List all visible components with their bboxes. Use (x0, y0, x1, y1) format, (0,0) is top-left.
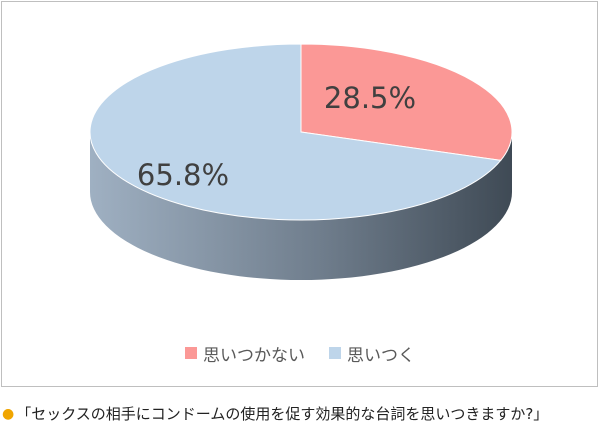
legend-label-not-thought: 思いつかない (203, 345, 305, 366)
pie-slice-thought (89, 43, 502, 221)
legend-label-thought: 思いつく (347, 345, 415, 366)
pie-slice-not-thought (300, 43, 513, 161)
data-label-not-thought: 28.5% (324, 81, 416, 115)
legend-swatch-not-thought (185, 347, 197, 359)
legend-swatch-thought (329, 347, 341, 359)
legend: 思いつかない 思いつく (0, 340, 600, 366)
pie-side-wall (90, 132, 512, 280)
data-label-thought: 65.8% (137, 158, 229, 192)
question-text: 「セックスの相手にコンドームの使用を促す効果的な台詞を思いつきますか?」 (16, 405, 549, 423)
legend-item-not-thought: 思いつかない (185, 341, 305, 366)
pie-chart: 28.5% 65.8% (89, 43, 513, 280)
bullet-icon: ● (2, 405, 15, 422)
question-caption: ● 「セックスの相手にコンドームの使用を促す効果的な台詞を思いつきますか?」 (2, 403, 548, 424)
legend-item-thought: 思いつく (329, 341, 415, 366)
